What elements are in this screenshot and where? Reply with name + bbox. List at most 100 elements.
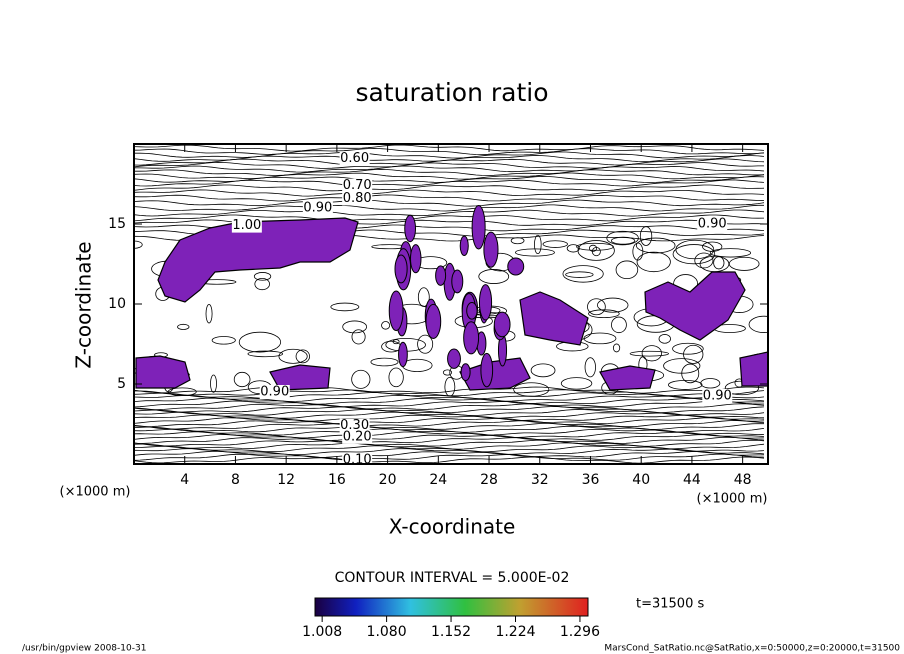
colorbar-tick-label: 1.008 [302,624,342,640]
contour-line [134,403,765,411]
contour-line [295,349,310,364]
x-tick-label: 24 [429,472,447,488]
contour-line [134,406,765,414]
x-tick-label: 28 [480,472,498,488]
contour-line [584,357,596,378]
contour-line [134,168,765,176]
contour-line [278,348,308,364]
contour-line [606,230,639,246]
contour-label: 0.90 [260,385,289,400]
contour-line [134,165,765,173]
filled-region [519,291,589,346]
contour-interval: CONTOUR INTERVAL = 5.000E-02 [335,570,570,586]
contour-label: 0.30 [340,418,369,433]
filled-region [435,265,447,286]
filled-region [478,284,493,321]
filled-region [644,271,746,341]
contour-line [683,344,704,364]
filled-region [466,301,478,320]
x-tick-label: 48 [734,472,752,488]
contour-line [672,244,716,265]
filled-region [447,348,461,369]
x-tick-label: 40 [632,472,650,488]
filled-region [463,321,480,355]
contour-line [134,209,765,217]
contour-line [205,304,213,324]
time-label: t=31500 s [636,597,704,612]
contour-line [134,158,765,166]
contour-line [672,342,704,355]
contour-line [134,425,765,433]
colorbar-tick-label: 1.296 [560,624,600,640]
contour-line [748,315,768,333]
contour-line [442,369,453,376]
x-tick-label: 32 [531,472,549,488]
contour-line [134,411,765,419]
contour-line [134,151,765,159]
contour-line [632,242,644,261]
contour-line [635,237,676,254]
plot-area: 0.60 0.700.80 0.90 1.00 0.90 0.90 0.90 0.300.20… [134,144,768,464]
contour-line [610,236,636,245]
colorbar [314,597,589,617]
colorbar-tick-label: 1.224 [495,624,535,640]
filled-region [739,351,768,387]
filled-region [493,311,511,338]
contour-label-bg [697,217,728,231]
contour-label-bg [259,385,290,399]
filled-region [394,254,408,284]
contour-line [134,189,765,197]
contour-line [134,172,765,180]
contour-line [709,248,752,258]
contour-line [134,194,765,202]
contour-line [636,251,671,273]
contour-line [658,334,671,344]
colorbar-tick-label: 1.152 [431,624,471,640]
x-tick-label: 12 [277,472,295,488]
contour-line [388,367,404,388]
contour-line [211,336,236,345]
contour-label-bg [342,429,373,444]
footer-right: MarsCond_SatRatio.nc@SatRatio,x=0:50000,… [604,644,900,654]
colorbar-tick-label: 1.080 [367,624,407,640]
contour-line [177,323,190,330]
filled-region [425,303,442,339]
contour-label-bg [342,178,373,193]
contour-line [381,340,402,353]
filled-region [507,257,525,276]
contour-line [134,422,765,430]
filled-region [471,205,486,250]
x-tick-label: 4 [180,472,189,488]
contour-label: 0.70 [343,178,372,193]
filled-region [135,355,191,389]
contour-line [588,309,620,319]
contour-line [713,256,725,270]
contour-line [587,298,606,316]
contour-line [370,357,399,367]
filled-region [451,269,464,294]
x-tick-label: 20 [379,472,397,488]
contour-line [134,420,765,428]
contour-line [700,378,721,389]
contour-line [542,240,568,248]
contour-label: 0.90 [703,389,732,404]
contour-line [351,329,366,345]
contour-line [233,371,251,388]
contour-line [134,386,765,394]
contour-label: 0.90 [698,217,727,232]
contour-line [562,265,604,283]
contour-line [134,434,765,441]
x-unit: (×1000 m) [697,492,768,507]
y-tick-label: 5 [117,376,126,392]
filled-region [599,365,656,391]
contour-line [588,244,598,252]
filled-region [410,244,422,274]
contour-line [247,350,284,358]
contour-line [583,332,617,345]
contour-line [134,436,765,444]
contour-line [694,252,714,269]
contour-line [392,339,400,345]
contour-line [417,334,434,354]
contour-line [134,184,765,192]
